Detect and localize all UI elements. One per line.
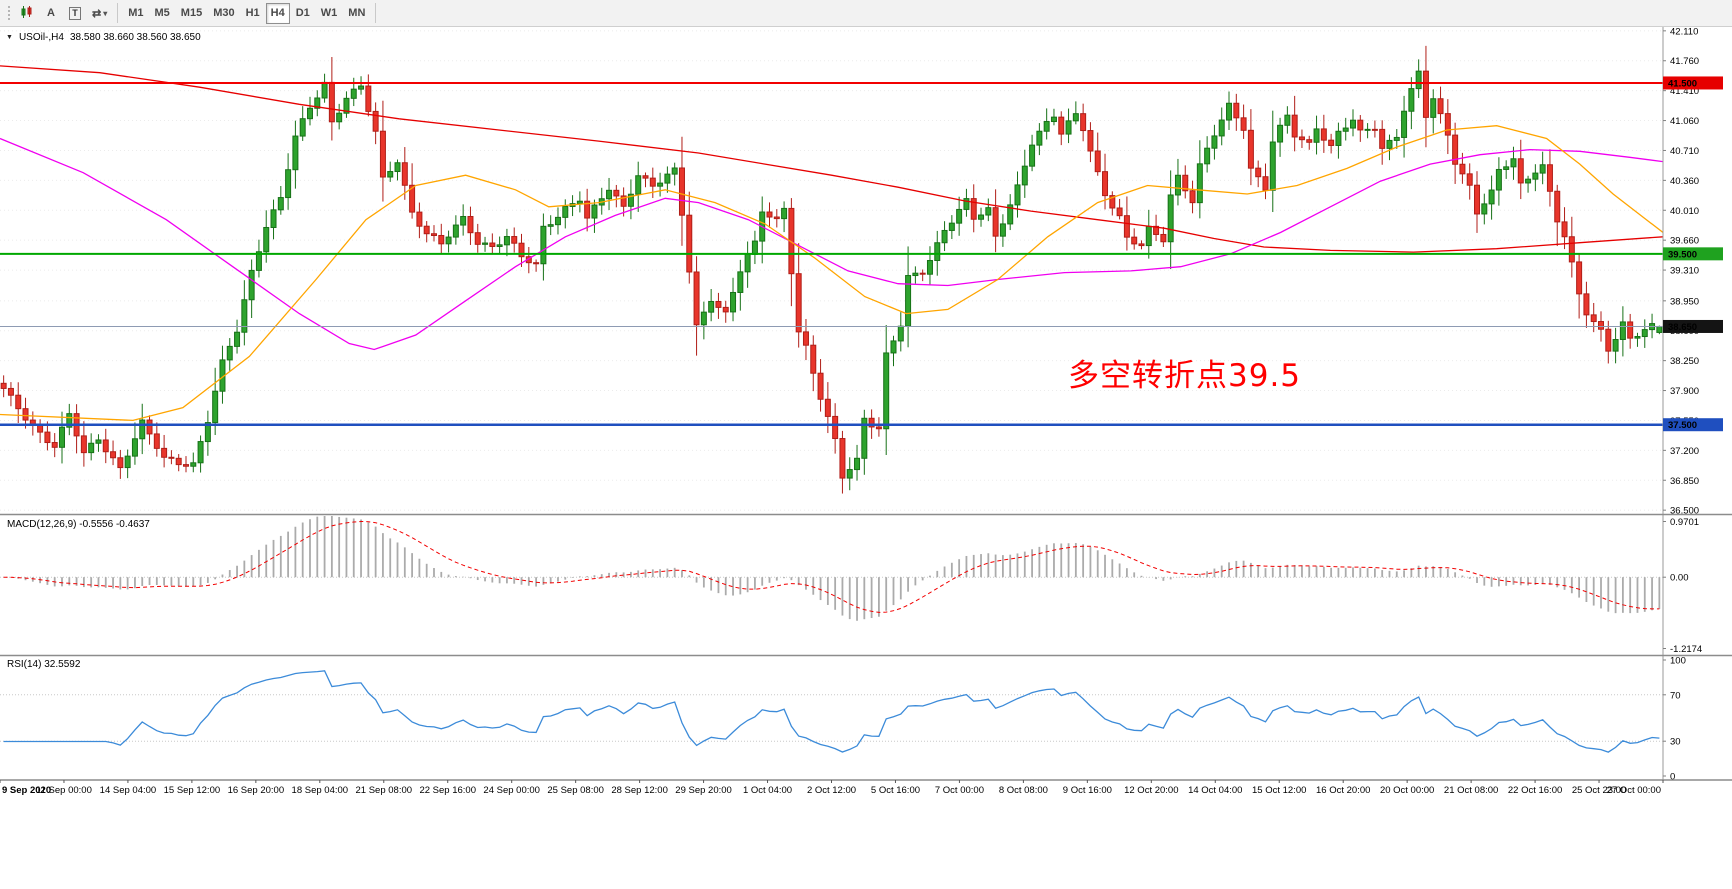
candlestick-series [0, 45, 1663, 494]
time-tick-label: 8 Oct 08:00 [999, 785, 1048, 796]
time-tick-label: 21 Sep 08:00 [356, 785, 413, 796]
rsi-tick-label: 100 [1670, 656, 1686, 667]
price-tick-label: 41.410 [1670, 86, 1699, 97]
time-tick-label: 12 Oct 20:00 [1124, 785, 1178, 796]
time-tick-label: 5 Oct 16:00 [871, 785, 920, 796]
macd-axis[interactable]: 0.9701 0.00 -1.2174 [1663, 517, 1702, 655]
price-tick-label: 36.500 [1670, 506, 1699, 517]
timeframe-toolbar: M1 M5 M15 M30 H1 H4 D1 W1 MN [123, 2, 370, 24]
ma-mid-magenta [0, 137, 1663, 351]
price-tick-label: 38.950 [1670, 296, 1699, 307]
macd-histogram [10, 516, 1661, 621]
timeframe-button-m30[interactable]: M30 [208, 3, 239, 24]
price-tick-label: 42.110 [1670, 27, 1698, 37]
cycle-symbols-button[interactable]: ⇄ ▾ [87, 3, 112, 24]
rsi-tick-label: 30 [1670, 737, 1681, 748]
timeframe-button-m5[interactable]: M5 [150, 3, 175, 24]
price-tick-label: 41.760 [1670, 56, 1699, 67]
rsi-line [3, 670, 1660, 753]
time-tick-label: 16 Oct 20:00 [1316, 785, 1370, 796]
price-tick-label: 40.710 [1670, 146, 1699, 157]
timeframe-button-m15[interactable]: M15 [176, 3, 207, 24]
price-tick-label: 41.060 [1670, 116, 1699, 127]
rsi-indicator-label: RSI(14) 32.5592 [7, 659, 81, 670]
horizontal-level-lines [0, 81, 1663, 426]
time-tick-label: 14 Oct 04:00 [1188, 785, 1242, 796]
price-tick-label: 40.360 [1670, 176, 1699, 187]
timeframe-button-mn[interactable]: MN [343, 3, 370, 24]
timeframe-button-m1[interactable]: M1 [123, 3, 148, 24]
rsi-tick-label: 70 [1670, 690, 1681, 701]
price-badge-38.650: 38.650 [1668, 322, 1697, 333]
toolbar-separator [117, 3, 119, 23]
macd-signal-line [3, 520, 1660, 613]
price-tick-label: 38.250 [1670, 356, 1699, 367]
time-tick-label: 25 Sep 08:00 [547, 785, 604, 796]
annotate-a-button[interactable]: A [39, 3, 63, 24]
price-tick-label: 36.850 [1670, 476, 1699, 487]
toolbar: A T ⇄ ▾ M1 M5 M15 M30 H1 H4 D1 W1 MN [0, 0, 1732, 27]
chart-ohlc-values: 38.580 38.660 38.560 38.650 [69, 32, 201, 43]
macd-indicator-label: MACD(12,26,9) -0.5556 -0.4637 [7, 519, 150, 530]
time-tick-label: 16 Sep 20:00 [228, 785, 285, 796]
chevron-down-icon: ▾ [103, 8, 108, 18]
chart-area[interactable]: 42.110 41.760 41.410 41.060 40.710 40.360 40.0… [0, 27, 1732, 889]
time-tick-label: 29 Sep 20:00 [675, 785, 732, 796]
rsi-tick-label: 0 [1670, 772, 1675, 783]
time-tick-label: 7 Oct 00:00 [935, 785, 984, 796]
toolbar-grip[interactable] [6, 4, 11, 22]
time-tick-label: 14 Sep 04:00 [100, 785, 157, 796]
candlestick-chart-icon [20, 5, 34, 22]
letter-t-label: T [69, 6, 81, 20]
timeframe-button-h4[interactable]: H4 [265, 2, 290, 24]
macd-tick-label: 0.00 [1670, 573, 1689, 584]
symbol-expander-icon[interactable]: ▼ [6, 34, 13, 41]
chart-title: ▼ USOil-,H4 38.580 38.660 38.560 38.650 [6, 32, 201, 43]
time-tick-label: 18 Sep 04:00 [292, 785, 349, 796]
time-tick-label: 28 Sep 12:00 [611, 785, 668, 796]
text-tool-button[interactable]: T [63, 3, 87, 24]
time-tick-label: 15 Oct 12:00 [1252, 785, 1306, 796]
chart-annotation-text[interactable]: 多空转折点39.5 [1068, 358, 1302, 394]
time-tick-label: 11 Sep 00:00 [36, 785, 92, 796]
price-badge-41.500: 41.500 [1668, 78, 1697, 89]
chart-window-button[interactable] [15, 3, 39, 24]
price-tick-label: 39.310 [1670, 266, 1699, 277]
price-chart-canvas[interactable]: 42.110 41.760 41.410 41.060 40.710 40.360 40.0… [0, 27, 1732, 889]
macd-tick-label: -1.2174 [1670, 644, 1702, 655]
time-tick-label: 15 Sep 12:00 [164, 785, 221, 796]
price-badge-39.500: 39.500 [1668, 249, 1697, 260]
time-tick-label: 27 Oct 00:00 [1607, 785, 1661, 796]
time-tick-label: 22 Sep 16:00 [419, 785, 476, 796]
time-tick-label: 25 Oct 23:00 [1572, 785, 1626, 796]
rsi-axis[interactable]: 100 70 30 0 [1663, 656, 1686, 783]
price-tick-label: 39.660 [1670, 236, 1699, 247]
price-axis-badges: 41.500 39.500 38.650 37.500 [1663, 76, 1723, 432]
price-tick-label: 40.010 [1670, 206, 1699, 217]
time-tick-label: 20 Oct 00:00 [1380, 785, 1434, 796]
time-tick-label: 2 Oct 12:00 [807, 785, 856, 796]
time-tick-label: 1 Oct 04:00 [743, 785, 792, 796]
time-tick-label: 24 Sep 00:00 [483, 785, 540, 796]
time-tick-label: 22 Oct 16:00 [1508, 785, 1562, 796]
price-tick-label: 37.900 [1670, 386, 1699, 397]
price-badge-37.500: 37.500 [1668, 420, 1697, 431]
cycle-arrows-icon: ⇄ [92, 7, 102, 20]
chart-symbol-label: USOil-,H4 [18, 32, 64, 43]
timeframe-button-w1[interactable]: W1 [316, 3, 343, 24]
time-tick-label: 21 Oct 08:00 [1444, 785, 1498, 796]
timeframe-button-h1[interactable]: H1 [241, 3, 265, 24]
timeframe-button-d1[interactable]: D1 [291, 3, 315, 24]
ma-slow-red [0, 65, 1663, 253]
ma-fast-orange [0, 125, 1663, 422]
time-tick-label: 9 Sep 2020 [2, 785, 51, 796]
price-tick-label: 37.200 [1670, 446, 1699, 457]
price-axis-background [1663, 27, 1732, 889]
time-tick-label: 9 Oct 16:00 [1063, 785, 1112, 796]
toolbar-separator [375, 3, 377, 23]
macd-tick-label: 0.9701 [1670, 517, 1699, 528]
letter-a-label: A [47, 7, 55, 19]
